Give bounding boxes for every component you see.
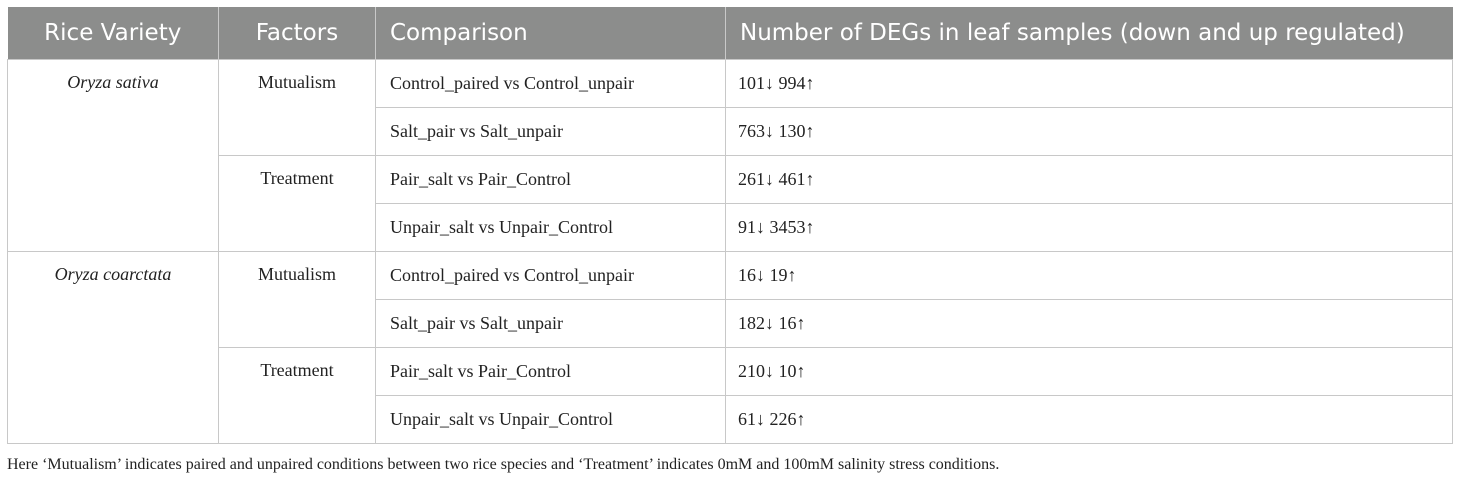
header-rice-variety: Rice Variety [7,7,219,60]
comparison-cell: Control_paired vs Control_unpair [375,251,726,300]
comparison-cell: Unpair_salt vs Unpair_Control [375,395,726,444]
table-row: Treatment Pair_salt vs Pair_Control 261↓… [8,155,1453,252]
deg-count-cell: 182↓ 16↑ [725,299,1453,348]
table-row: Salt_pair vs Salt_unpair 763↓ 130↑ [8,107,1453,156]
comparison-cell: Unpair_salt vs Unpair_Control [375,203,726,252]
deg-table-container: Rice Variety Factors Comparison Number o… [7,7,1453,444]
variety-cell: Oryza coarctata [7,251,219,444]
table-row: Oryza coarctata Mutualism Control_paired… [7,251,1453,444]
deg-count-cell: 261↓ 461↑ [725,155,1453,204]
table-row: Unpair_salt vs Unpair_Control 91↓ 3453↑ [8,203,1453,252]
table-footnote: Here ‘Mutualism’ indicates paired and un… [7,456,1000,473]
table-row: Unpair_salt vs Unpair_Control 61↓ 226↑ [8,395,1453,444]
comparison-cell: Pair_salt vs Pair_Control [375,155,726,204]
deg-count-cell: 61↓ 226↑ [725,395,1453,444]
factor-cell: Mutualism [218,59,376,156]
header-comparison: Comparison [375,7,726,60]
comparison-cell: Control_paired vs Control_unpair [375,59,726,108]
deg-count-cell: 16↓ 19↑ [725,251,1453,300]
comparison-cell: Salt_pair vs Salt_unpair [375,107,726,156]
deg-count-cell: 763↓ 130↑ [725,107,1453,156]
deg-table: Rice Variety Factors Comparison Number o… [7,7,1453,444]
variety-cell: Oryza sativa [7,59,219,252]
header-factors: Factors [218,7,376,60]
deg-count-cell: 101↓ 994↑ [725,59,1453,108]
comparison-cell: Pair_salt vs Pair_Control [375,347,726,396]
deg-count-cell: 91↓ 3453↑ [725,203,1453,252]
deg-count-cell: 210↓ 10↑ [725,347,1453,396]
factor-cell: Treatment [218,347,376,444]
table-row: Treatment Pair_salt vs Pair_Control 210↓… [8,347,1453,444]
header-deg-count: Number of DEGs in leaf samples (down and… [725,7,1453,60]
table-row: Oryza sativa Mutualism Control_paired vs… [7,59,1453,252]
factor-cell: Mutualism [218,251,376,348]
table-header-row: Rice Variety Factors Comparison Number o… [7,7,1453,60]
factor-cell: Treatment [218,155,376,252]
comparison-cell: Salt_pair vs Salt_unpair [375,299,726,348]
table-row: Salt_pair vs Salt_unpair 182↓ 16↑ [8,299,1453,348]
